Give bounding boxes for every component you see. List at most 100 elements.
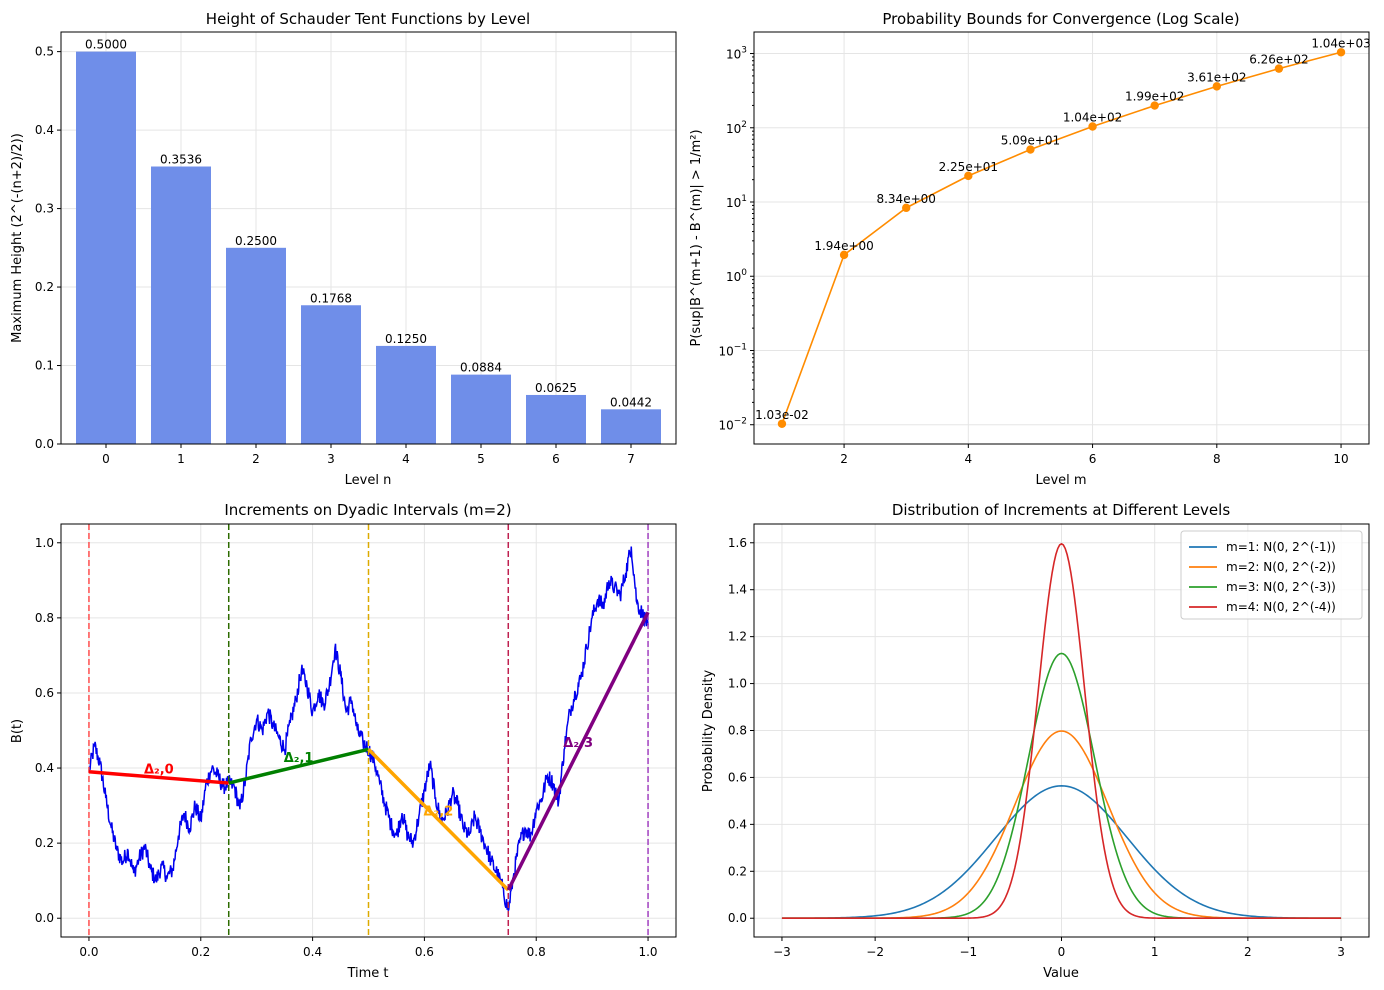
y-axis-label: Maximum Height (2^(-(n+2)/2)) xyxy=(10,133,25,343)
tick-label-y: 1.0 xyxy=(728,677,747,691)
bar-6 xyxy=(526,394,586,444)
x-axis-label: Level n xyxy=(345,473,392,488)
data-label: 2.25e+01 xyxy=(939,160,998,174)
bar-value-label: 0.0625 xyxy=(535,381,577,395)
panel-dyadic-increments: Increments on Dyadic Intervals (m=2) Δ₂,… xyxy=(10,501,677,981)
density-curve xyxy=(781,785,1342,920)
increment-label: Δ₂,1 xyxy=(284,751,314,766)
tick-label-x: 5 xyxy=(477,452,485,466)
data-point xyxy=(1150,101,1159,110)
tick-label-y: 0.3 xyxy=(35,202,54,216)
bar-value-label: 0.1768 xyxy=(310,291,352,305)
y-axis-label: P(sup|B^(m+1) - B^(m)| > 1/m²) xyxy=(689,129,704,346)
density-curve xyxy=(781,542,1342,920)
tick-label-x: 0 xyxy=(102,452,110,466)
tick-label-y: 0.4 xyxy=(35,123,54,137)
grid xyxy=(754,524,1369,937)
bar-value-label: 0.5000 xyxy=(85,38,127,52)
data-point xyxy=(1336,48,1346,57)
tick-label-y: 101 xyxy=(726,194,747,210)
data-label: 1.04e+03 xyxy=(1311,36,1370,50)
y-axis-label: Probability Density xyxy=(701,670,716,793)
tick-label-y: 0.4 xyxy=(35,761,54,775)
data-label: 1.94e+00 xyxy=(814,239,873,253)
tick-label-y: 0.0 xyxy=(35,911,54,925)
bar-value-label: 0.1250 xyxy=(385,332,427,346)
data-point xyxy=(1088,122,1097,131)
bar-5 xyxy=(451,374,511,444)
axis-ticks: 0.0 0.2 0.4 0.6 0.8 1.0 0.0 0.2 0.4 0.6 0.8 1.0 xyxy=(35,536,658,959)
data-label: 6.26e+02 xyxy=(1249,53,1308,67)
data-label: 3.61e+02 xyxy=(1187,70,1246,84)
tick-label-y: 0.0 xyxy=(728,911,747,925)
grid xyxy=(61,32,676,445)
tick-label-x: 2 xyxy=(1244,945,1252,959)
tick-label-x: 2 xyxy=(252,452,260,466)
tick-label-y: 10−2 xyxy=(718,417,747,433)
tick-label-y: 0.8 xyxy=(35,611,54,625)
data-point xyxy=(901,203,911,213)
tick-label-x: 0.8 xyxy=(527,945,546,959)
data-label: 1.03e-02 xyxy=(755,408,809,422)
chart-title: Probability Bounds for Convergence (Log … xyxy=(882,10,1239,28)
increment-segment xyxy=(506,611,650,891)
increment-segment xyxy=(228,747,369,785)
tick-label-y: 102 xyxy=(726,120,747,136)
bar-3 xyxy=(301,305,361,444)
bar-2 xyxy=(226,247,286,444)
tick-label-y: 0.6 xyxy=(728,770,747,784)
tick-label-y: 0.5 xyxy=(35,45,54,59)
plot-frame xyxy=(60,31,677,445)
tick-label-x: 0.2 xyxy=(191,945,210,959)
tick-label-y: 0.0 xyxy=(35,437,54,451)
tick-label-y: 1.2 xyxy=(728,630,747,644)
tick-label-x: 6 xyxy=(552,452,560,466)
tick-label-x: 3 xyxy=(1337,945,1345,959)
data-label: 5.09e+01 xyxy=(1001,134,1060,148)
tick-label-x: 0.4 xyxy=(303,945,322,959)
increment-segment xyxy=(88,770,229,785)
bar-value-label: 0.2500 xyxy=(235,234,277,248)
panel-increment-distributions: Distribution of Increments at Different … xyxy=(701,501,1370,981)
tick-label-y: 1.0 xyxy=(35,536,54,550)
bar-4 xyxy=(376,345,436,444)
y-axis-label: B(t) xyxy=(10,719,25,743)
legend: m=1: N(0, 2^(-1)) m=2: N(0, 2^(-2)) m=3: N… xyxy=(1180,530,1363,620)
bar-7 xyxy=(601,409,661,444)
legend-label: m=1: N(0, 2^(-1)) xyxy=(1226,540,1336,554)
tick-label-x: 0.6 xyxy=(415,945,434,959)
data-point xyxy=(777,419,787,428)
tick-label-x: −3 xyxy=(773,945,791,959)
tick-label-y: 1.4 xyxy=(728,583,747,597)
x-axis-label: Time t xyxy=(346,966,388,981)
panel-schauder-heights: Height of Schauder Tent Functions by Lev… xyxy=(10,10,677,488)
bars: 0.5000 0.3536 0.2500 0.1768 0.1250 0.0884 0.06… xyxy=(76,38,661,445)
chart-title: Height of Schauder Tent Functions by Lev… xyxy=(206,10,530,28)
data-point xyxy=(839,250,849,260)
series-line: 1.03e-02 1.94e+00 8.34e+00 2.25e+015.09e+01… xyxy=(755,36,1371,428)
legend-label: m=3: N(0, 2^(-3)) xyxy=(1226,580,1336,594)
tick-label-x: −1 xyxy=(959,945,977,959)
tick-label-x: 1.0 xyxy=(638,945,657,959)
tick-label-y: 0.2 xyxy=(728,864,747,878)
tick-label-x: 0.0 xyxy=(79,945,98,959)
data-point xyxy=(1274,64,1284,73)
tick-label-y: 0.1 xyxy=(35,359,54,373)
tick-label-y: 1.6 xyxy=(728,536,747,550)
tick-label-y: 0.8 xyxy=(728,724,747,738)
panel-probability-bounds: Probability Bounds for Convergence (Log … xyxy=(689,10,1371,488)
tick-label-x: 7 xyxy=(627,452,635,466)
tick-label-x: 1 xyxy=(1151,945,1159,959)
plot-frame xyxy=(753,31,1370,445)
series-line-path xyxy=(781,51,1342,425)
tick-label-x: 3 xyxy=(327,452,335,466)
data-label: 1.04e+02 xyxy=(1063,111,1122,125)
increment-label: Δ₂,2 xyxy=(424,805,454,820)
data-point xyxy=(1212,82,1222,91)
tick-label-x: 6 xyxy=(1089,452,1097,466)
tick-label-x: 0 xyxy=(1058,945,1066,959)
tick-label-y: 103 xyxy=(726,46,747,62)
grid xyxy=(754,32,1369,444)
tick-label-x: 1 xyxy=(177,452,185,466)
